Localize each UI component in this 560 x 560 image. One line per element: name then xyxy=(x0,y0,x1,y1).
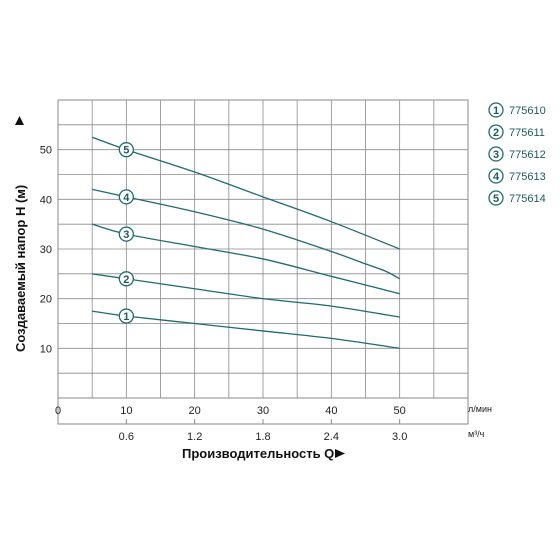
series-marker-circle xyxy=(118,226,134,242)
x-tick-label: 40 xyxy=(325,405,337,417)
y-axis-arrow-icon xyxy=(15,116,24,125)
legend-marker-number: 4 xyxy=(493,171,500,183)
series-lines xyxy=(91,136,400,349)
x2-tick-label: 1.2 xyxy=(187,431,202,443)
series-marker-circle xyxy=(118,308,134,324)
legend-item-775610: 1 775610 xyxy=(488,102,546,118)
legend-marker-number: 2 xyxy=(493,127,499,139)
x-tick-label: 10 xyxy=(120,405,132,417)
y-axis-title-text: Создаваемый напор H (м) xyxy=(13,185,28,352)
x2-tick-label: 0.6 xyxy=(119,431,134,443)
series-marker-number: 3 xyxy=(123,229,129,241)
series-marker-775612: 3 xyxy=(118,226,134,242)
y-tick-label: 50 xyxy=(40,145,52,157)
x-tick-label: 30 xyxy=(257,405,269,417)
legend-label: 775610 xyxy=(509,105,546,117)
series-marker-number: 5 xyxy=(123,145,129,157)
legend-label: 775613 xyxy=(509,171,546,183)
x2-unit-label: м³/ч xyxy=(468,429,485,439)
legend-label: 775612 xyxy=(509,149,546,161)
series-marker-775611: 2 xyxy=(118,271,134,287)
legend-marker-circle xyxy=(488,190,504,206)
x-axis-arrow-icon xyxy=(335,449,345,458)
series-line-775611 xyxy=(92,273,400,318)
series-marker-number: 2 xyxy=(123,274,129,286)
legend-item-775614: 5 775614 xyxy=(488,190,546,206)
x-tick-label: 50 xyxy=(394,405,406,417)
x-tick-label: 20 xyxy=(189,405,201,417)
legend: 1 775610 2 775611 3 775612 4 775613 5 775614 xyxy=(488,102,546,206)
legend-item-775613: 4 775613 xyxy=(488,168,546,184)
series-marker-775610: 1 xyxy=(118,308,134,324)
series-line-775613 xyxy=(92,188,400,280)
series-marker-number: 4 xyxy=(123,192,130,204)
legend-marker-number: 3 xyxy=(493,149,499,161)
series-marker-circle xyxy=(118,142,134,158)
legend-label: 775611 xyxy=(509,127,545,139)
y-tick-label: 10 xyxy=(40,343,52,355)
series-line-775614 xyxy=(91,136,400,250)
series-marker-775613: 4 xyxy=(118,189,134,205)
y-axis-title: Создаваемый напор H (м) xyxy=(13,116,28,352)
axes: 10 20 30 40 50 0 10 20 30 40 50 0.6 1.2 1.8 2.4 3.0 xyxy=(40,145,408,443)
series-marker-775614: 5 xyxy=(118,142,134,158)
legend-label: 775614 xyxy=(509,193,546,205)
series-marker-circle xyxy=(118,189,134,205)
x2-tick-label: 2.4 xyxy=(324,431,339,443)
legend-marker-circle xyxy=(488,102,504,118)
y-tick-label: 30 xyxy=(40,244,52,256)
x-axis-title-text: Производительность Q xyxy=(182,446,334,461)
x-unit-label: л/мин xyxy=(468,404,492,414)
x-tick-label: 0 xyxy=(55,405,61,417)
legend-item-775611: 2 775611 xyxy=(488,124,545,140)
legend-marker-number: 1 xyxy=(493,105,499,117)
legend-item-775612: 3 775612 xyxy=(488,146,546,162)
series-line-775610 xyxy=(92,310,400,349)
x2-tick-label: 3.0 xyxy=(392,431,407,443)
x-axis-title: Производительность Q xyxy=(182,446,345,461)
series-marker-circle xyxy=(118,271,134,287)
legend-marker-number: 5 xyxy=(493,193,499,205)
legend-marker-circle xyxy=(488,168,504,184)
series-markers: 1 2 3 4 5 xyxy=(118,142,134,324)
y-tick-label: 20 xyxy=(40,294,52,306)
legend-marker-circle xyxy=(488,124,504,140)
x2-tick-label: 1.8 xyxy=(255,431,270,443)
series-marker-number: 1 xyxy=(123,311,129,323)
legend-marker-circle xyxy=(488,146,504,162)
y-tick-label: 40 xyxy=(40,194,52,206)
